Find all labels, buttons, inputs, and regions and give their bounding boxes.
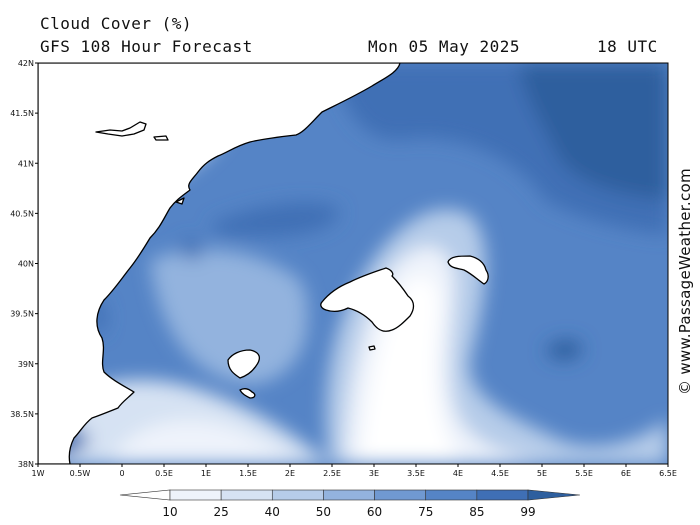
colorbar-label: 40 [265,505,280,519]
lon-label: 1.5E [239,469,257,478]
colorbar-label: 60 [367,505,382,519]
forecast-date: Mon 05 May 2025 [368,37,520,56]
colorbar-segment [271,489,324,501]
lon-label: 5E [537,469,547,478]
credit-text: © www.PassageWeather.com [676,168,694,395]
colorbar-min-arrow [119,489,171,501]
lon-label: 0.5W [70,469,91,478]
ibiza [227,349,261,379]
longitude-axis: 1W 0.5W 0 0.5E 1E 1.5E 2E 2.5E 3E 3.5E 4E 4.5E 5E 5.5… [32,464,677,478]
lon-label: 0 [119,469,124,478]
colorbar-segment [323,489,375,501]
colorbar-segment [169,489,222,501]
lat-label: 39.5N [10,310,34,319]
lon-label: 5.5E [575,469,593,478]
lon-label: 2.5E [323,469,341,478]
lon-label: 3.5E [407,469,425,478]
lat-label: 41N [18,159,34,168]
map-title: Cloud Cover (%) [40,14,192,33]
colorbar-max-arrow [527,489,581,501]
coastlines [38,63,489,464]
latitude-axis: 42N 41.5N 41N 40.5N 40N 39.5N 39N 38.5N 38N [10,59,38,469]
colorbar-label: 25 [214,505,229,519]
lon-label: 3E [369,469,379,478]
colorbar-label: 50 [316,505,331,519]
formentera [239,388,256,399]
lat-label: 38N [18,460,34,469]
columbretes [95,121,169,141]
mallorca [320,267,415,332]
lon-label: 0.5E [155,469,173,478]
colorbar-segment [374,489,427,501]
colorbar-label: 75 [418,505,433,519]
iberian-coast [38,63,401,464]
forecast-time: 18 UTC [597,37,658,56]
lat-label: 40.5N [10,209,34,218]
lon-label: 6.5E [659,469,677,478]
colorbar-label: 99 [520,505,535,519]
lon-label: 4.5E [491,469,509,478]
lat-label: 41.5N [10,109,34,118]
lat-label: 38.5N [10,410,34,419]
lon-label: 1E [201,469,211,478]
forecast-subtitle: GFS 108 Hour Forecast [40,37,253,56]
colorbar: 10 25 40 50 60 75 85 99 [119,489,581,519]
lon-label: 4E [453,469,463,478]
colorbar-segment [425,489,478,501]
colorbar-label: 10 [162,505,177,519]
lon-label: 1W [32,469,45,478]
menorca [447,255,489,285]
lon-label: 2E [285,469,295,478]
lat-label: 40N [18,260,34,269]
lat-label: 39N [18,360,34,369]
cabrera [368,345,376,351]
colorbar-segment [476,489,529,501]
colorbar-label: 85 [469,505,484,519]
colorbar-segment [220,489,273,501]
lon-label: 6E [621,469,631,478]
lat-label: 42N [18,59,34,68]
